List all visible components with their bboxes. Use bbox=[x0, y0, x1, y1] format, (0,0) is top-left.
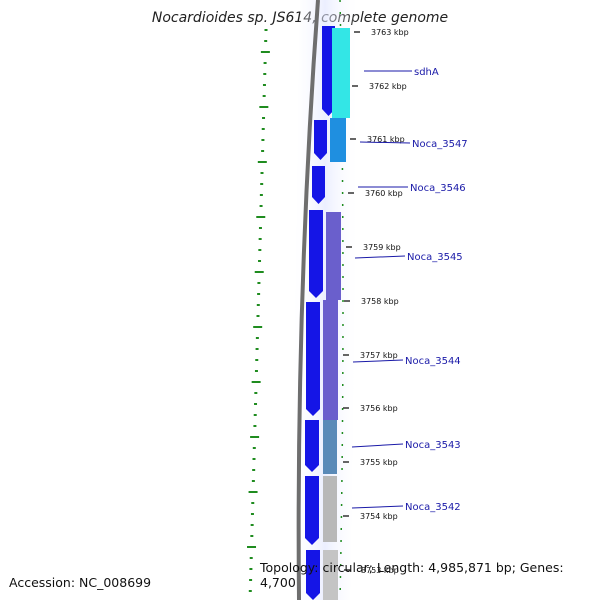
gene-label-line bbox=[354, 255, 406, 259]
cds-arrow bbox=[314, 120, 327, 160]
gene-label-line bbox=[351, 505, 404, 509]
cds-arrow bbox=[305, 420, 319, 472]
scale-tick-label: 3759 kbp bbox=[363, 243, 401, 252]
scale-tick-label: 3763 kbp bbox=[371, 28, 409, 37]
cog-block bbox=[323, 300, 338, 420]
cog-block bbox=[330, 118, 346, 162]
cog-block bbox=[323, 476, 337, 542]
cds-arrow bbox=[305, 476, 319, 545]
scale-tick-label: 3756 kbp bbox=[360, 404, 398, 413]
cds-arrow bbox=[306, 550, 320, 600]
cog-track bbox=[323, 28, 350, 600]
gene-label[interactable]: Noca_3546 bbox=[410, 183, 466, 194]
cog-block bbox=[323, 550, 338, 600]
cog-block bbox=[323, 420, 337, 474]
gene-label[interactable]: Noca_3544 bbox=[405, 356, 461, 367]
scale-tick-label: 3754 kbp bbox=[360, 512, 398, 521]
gene-label[interactable]: sdhA bbox=[414, 67, 439, 78]
gene-label[interactable]: Noca_3543 bbox=[405, 440, 461, 451]
scale-tick-label: 3753 kbp bbox=[361, 566, 399, 575]
scale-tick-label: 3760 kbp bbox=[365, 189, 403, 198]
gene-labels: sdhA Noca_3547 Noca_3546 Noca_3545 Noca_3544… bbox=[351, 67, 468, 513]
cog-block bbox=[332, 28, 350, 118]
scale-tick-label: 3761 kbp bbox=[367, 135, 405, 144]
gc-skew-track bbox=[247, 29, 270, 592]
accession-label: Accession: NC_008699 bbox=[9, 575, 152, 590]
cog-block bbox=[326, 212, 341, 300]
cds-arrow bbox=[309, 210, 323, 298]
cds-arrow bbox=[312, 166, 325, 204]
forward-strand-track bbox=[305, 26, 335, 600]
scale-tick-label: 3758 kbp bbox=[361, 297, 399, 306]
gene-label[interactable]: Noca_3547 bbox=[412, 139, 468, 150]
cds-arrow bbox=[322, 26, 335, 116]
gene-label[interactable]: Noca_3545 bbox=[407, 252, 463, 263]
gene-label-line bbox=[352, 359, 404, 363]
topology-label: Topology: circular; Length: 4,985,871 bp… bbox=[260, 560, 564, 590]
scale-tick-label: 3757 kbp bbox=[360, 351, 398, 360]
backbone-circle-arc bbox=[296, 0, 320, 600]
cds-arrow bbox=[306, 302, 320, 416]
scale-tick-label: 3755 kbp bbox=[360, 458, 398, 467]
gene-label-line bbox=[359, 141, 411, 144]
scale-tick-label: 3762 kbp bbox=[369, 82, 407, 91]
gene-label-line bbox=[351, 443, 404, 448]
scale-ticks: 3763 kbp 3762 kbp 3761 kbp 3760 kbp 3759 kbp… bbox=[343, 28, 409, 575]
gene-label[interactable]: Noca_3542 bbox=[405, 502, 461, 513]
